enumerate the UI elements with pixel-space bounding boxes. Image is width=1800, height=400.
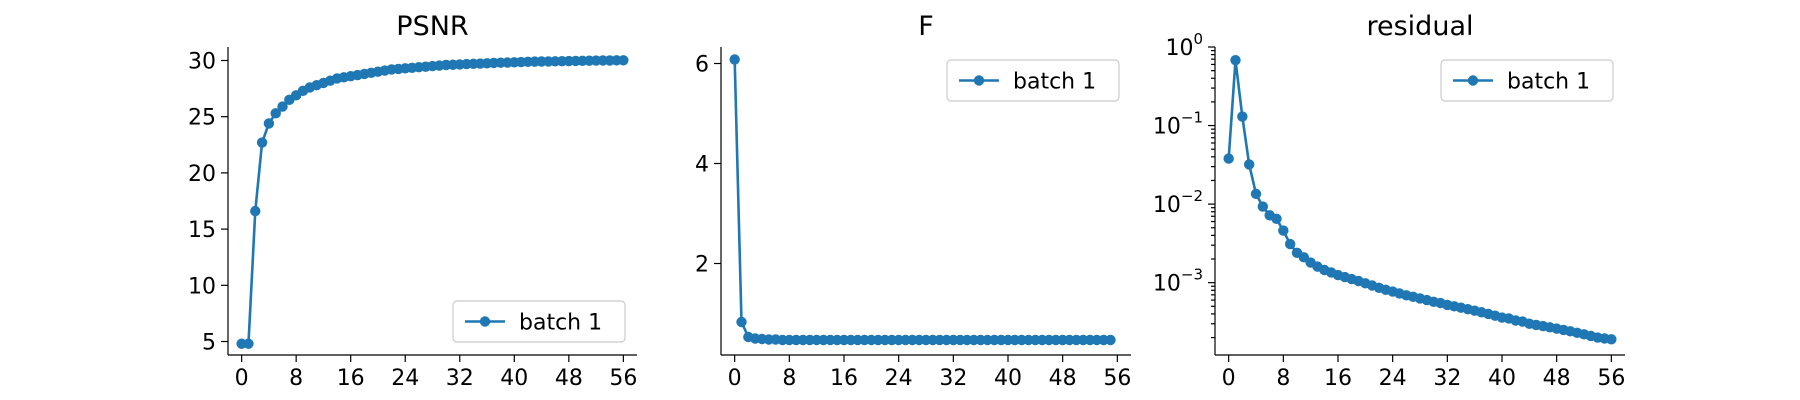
legend-marker bbox=[1467, 75, 1479, 86]
data-point bbox=[729, 54, 740, 65]
y-tick-exponent: 0 bbox=[1193, 30, 1203, 48]
x-tick-label: 48 bbox=[1049, 366, 1077, 391]
data-point bbox=[1237, 111, 1248, 122]
x-tick-label: 0 bbox=[1222, 366, 1236, 391]
y-tick-label: 15 bbox=[188, 218, 216, 243]
y-tick-label: 20 bbox=[188, 162, 216, 187]
x-tick-label: 24 bbox=[885, 366, 913, 391]
x-tick-label: 56 bbox=[1103, 366, 1131, 391]
legend-marker bbox=[973, 75, 985, 86]
x-tick-label: 24 bbox=[391, 366, 419, 391]
y-tick-exponent: −2 bbox=[1181, 187, 1203, 205]
x-tick-label: 8 bbox=[782, 366, 796, 391]
y-tick-base: 10 bbox=[1165, 36, 1193, 61]
data-point bbox=[277, 101, 288, 112]
data-point bbox=[1105, 334, 1116, 346]
x-tick-label: 48 bbox=[1543, 366, 1571, 391]
x-tick-label: 56 bbox=[1597, 366, 1625, 391]
y-tick-label: 4 bbox=[695, 153, 709, 178]
data-point bbox=[1230, 54, 1241, 66]
x-tick-label: 56 bbox=[609, 366, 637, 391]
y-tick-base: 10 bbox=[1153, 115, 1181, 140]
y-tick-exponent: −3 bbox=[1181, 266, 1203, 284]
x-tick-label: 0 bbox=[728, 366, 742, 391]
x-tick-label: 8 bbox=[1276, 366, 1290, 391]
data-point bbox=[1257, 201, 1269, 212]
y-tick-label: 2 bbox=[695, 253, 709, 278]
x-tick-label: 16 bbox=[337, 366, 365, 391]
data-point bbox=[243, 338, 254, 349]
x-tick-label: 0 bbox=[235, 366, 249, 391]
x-tick-label: 40 bbox=[994, 366, 1022, 391]
y-tick-label: 10−1 bbox=[1153, 109, 1203, 140]
legend-label: batch 1 bbox=[1507, 70, 1590, 95]
data-point bbox=[256, 137, 268, 148]
y-tick-base: 10 bbox=[1153, 272, 1181, 297]
y-tick-exponent: −1 bbox=[1181, 109, 1203, 127]
legend: batch 1 bbox=[452, 300, 626, 343]
data-point bbox=[618, 55, 629, 66]
data-point bbox=[1271, 213, 1282, 225]
chart-panel-1: PSNR 0 8 16 24 32 40 48 56 5 10 15 20 25 30 batch 1 bbox=[188, 11, 637, 391]
x-tick-label: 16 bbox=[1324, 366, 1352, 391]
y-tick-label: 10 bbox=[188, 274, 216, 299]
legend-label: batch 1 bbox=[1013, 70, 1096, 95]
chart-title: residual bbox=[1367, 11, 1474, 42]
legend-frame bbox=[946, 59, 1120, 102]
data-point bbox=[270, 108, 281, 119]
y-tick-label: 25 bbox=[188, 106, 216, 131]
data-point bbox=[1250, 188, 1262, 200]
x-tick-label: 32 bbox=[939, 366, 967, 391]
legend: batch 1 bbox=[946, 59, 1120, 102]
data-point bbox=[1284, 238, 1296, 250]
y-tick-label: 10−2 bbox=[1153, 187, 1203, 218]
x-tick-label: 40 bbox=[1488, 366, 1516, 391]
legend-frame bbox=[452, 300, 626, 343]
x-tick-label: 32 bbox=[446, 366, 474, 391]
chart-title: PSNR bbox=[396, 11, 468, 42]
data-point bbox=[1243, 159, 1255, 170]
x-tick-label: 48 bbox=[555, 366, 583, 391]
x-tick-label: 32 bbox=[1433, 366, 1461, 391]
chart-title: F bbox=[918, 11, 934, 42]
data-point bbox=[1606, 334, 1617, 345]
data-point bbox=[263, 118, 275, 129]
y-tick-label: 5 bbox=[202, 331, 216, 356]
y-tick-base: 10 bbox=[1153, 193, 1181, 218]
data-point bbox=[1223, 153, 1234, 164]
y-tick-label: 30 bbox=[188, 49, 216, 74]
y-tick-label: 6 bbox=[695, 53, 709, 78]
data-point bbox=[250, 205, 261, 217]
legend-marker bbox=[479, 316, 491, 327]
y-tick-label: 10−3 bbox=[1153, 266, 1203, 297]
y-tick-label: 100 bbox=[1165, 30, 1203, 61]
x-tick-label: 40 bbox=[500, 366, 528, 391]
x-tick-label: 16 bbox=[830, 366, 858, 391]
x-tick-label: 8 bbox=[289, 366, 303, 391]
legend-label: batch 1 bbox=[519, 311, 602, 336]
x-tick-label: 24 bbox=[1379, 366, 1407, 391]
legend: batch 1 bbox=[1440, 59, 1614, 102]
data-point bbox=[736, 316, 747, 328]
data-point bbox=[1278, 225, 1289, 236]
legend-frame bbox=[1440, 59, 1614, 102]
